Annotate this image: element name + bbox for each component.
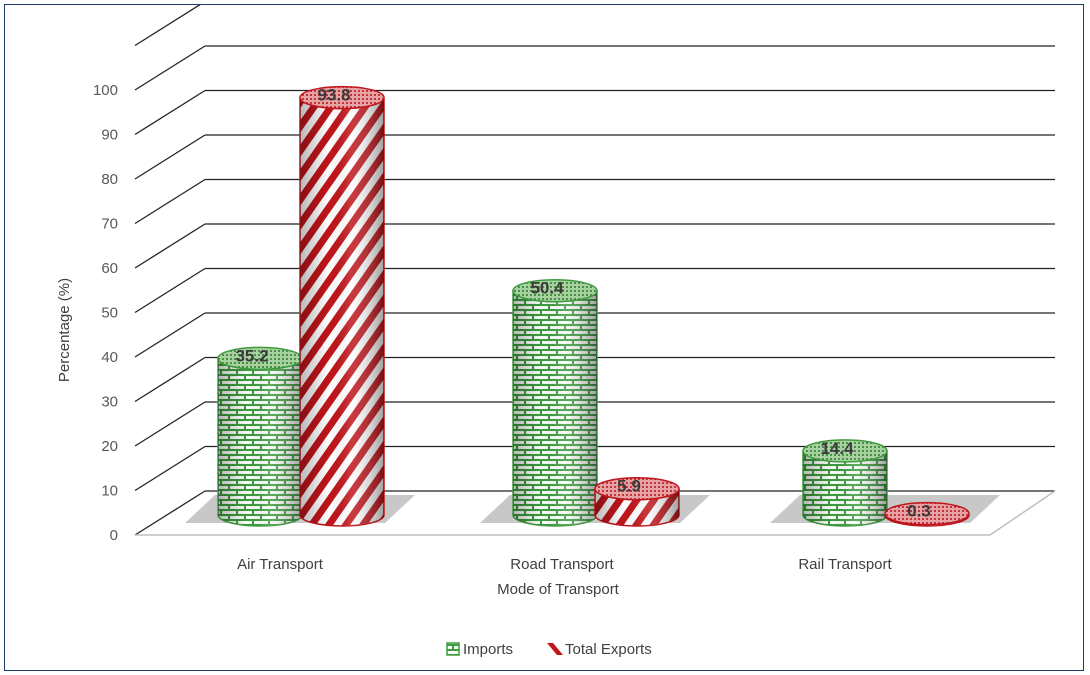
- gridline-wall-top: [134, 5, 201, 47]
- gridline-wall-50: [134, 267, 206, 314]
- legend-swatch-imports: [446, 642, 460, 656]
- legend-item-imports: Imports: [446, 641, 513, 658]
- bar-top-imports-road-transport: [512, 278, 598, 303]
- bar-top-total-exports-road-transport: [594, 476, 680, 501]
- x-tick-label-road-transport: Road Transport: [510, 556, 614, 573]
- x-tick-label-rail-transport: Rail Transport: [798, 556, 892, 573]
- legend-swatch-total-exports: [547, 643, 563, 655]
- gridline-wall-30: [134, 356, 206, 403]
- cylinder-bar-chart: 0 10 20 30 40 50 60 70 80 90 100 35.2 93.8 50.4 5.9 14…: [56, 5, 1056, 658]
- chart-frame: 0 10 20 30 40 50 60 70 80 90 100 35.2 93.8 50.4 5.9 14…: [4, 4, 1084, 671]
- y-tick-label-20: 20: [101, 438, 118, 455]
- legend-label-total-exports: Total Exports: [565, 641, 652, 658]
- gridline-wall-10: [134, 445, 206, 492]
- bar-top-total-exports-rail-transport: [884, 501, 970, 526]
- gridline-wall-100: [134, 45, 206, 91]
- data-label-total-exports-air-transport: 93.8: [317, 86, 350, 105]
- y-tick-label-10: 10: [101, 483, 118, 500]
- y-tick-label-60: 60: [101, 260, 118, 277]
- y-tick-label-80: 80: [101, 171, 118, 188]
- y-tick-label-70: 70: [101, 216, 118, 233]
- gridline-wall-40: [134, 312, 206, 358]
- data-label-total-exports-road-transport: 5.9: [617, 477, 641, 496]
- legend-label-imports: Imports: [463, 641, 513, 658]
- bar-shade-imports-rail-transport: [803, 450, 887, 526]
- data-labels: 35.2 93.8 50.4 5.9 14.4 0.3: [235, 86, 930, 521]
- y-axis-ticks: 0 10 20 30 40 50 60 70 80 90 100: [93, 82, 118, 544]
- gridline-wall-70: [134, 178, 206, 225]
- data-label-imports-road-transport: 50.4: [530, 279, 564, 298]
- y-tick-label-100: 100: [93, 82, 118, 99]
- bar-top-total-exports-air-transport: [299, 85, 385, 110]
- y-axis-title: Percentage (%): [56, 278, 73, 382]
- gridline-wall-60: [134, 223, 206, 269]
- x-tick-label-air-transport: Air Transport: [237, 556, 324, 573]
- y-tick-label-50: 50: [101, 305, 118, 322]
- x-axis-categories: Air Transport Road Transport Rail Transpor…: [237, 556, 892, 573]
- data-label-imports-rail-transport: 14.4: [820, 439, 854, 458]
- bar-shade-imports-road-transport: [513, 290, 597, 526]
- bar-shade-total-exports-air-transport: [300, 97, 384, 526]
- gridline-wall-20: [134, 401, 206, 447]
- y-tick-label-90: 90: [101, 127, 118, 144]
- legend-item-total-exports: Total Exports: [547, 641, 652, 658]
- data-label-imports-air-transport: 35.2: [235, 346, 268, 365]
- data-label-total-exports-rail-transport: 0.3: [907, 502, 931, 521]
- y-tick-label-40: 40: [101, 349, 118, 366]
- bars: [185, 85, 1000, 527]
- gridline-wall-80: [134, 134, 206, 180]
- bar-top-imports-rail-transport: [802, 439, 888, 463]
- bar-shade-total-exports-road-transport: [595, 488, 679, 526]
- floor-edge-right: [989, 490, 1056, 536]
- legend: Imports Total Exports: [446, 641, 652, 658]
- gridline-wall-0: [134, 490, 206, 536]
- y-tick-label-30: 30: [101, 394, 118, 411]
- x-axis-title: Mode of Transport: [497, 581, 620, 598]
- y-tick-label-0: 0: [110, 527, 118, 544]
- bar-shade-imports-air-transport: [218, 358, 302, 526]
- gridline-wall-90: [134, 89, 206, 136]
